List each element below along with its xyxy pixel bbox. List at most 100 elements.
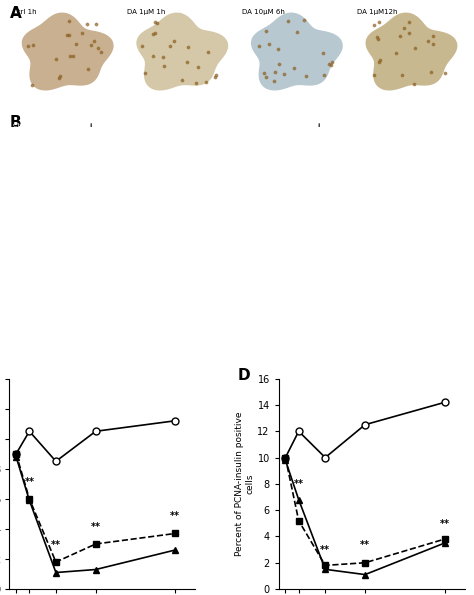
Point [67, 51, 74, 61]
Point [161, 61, 168, 71]
Point [65, 17, 73, 26]
Point [149, 30, 157, 39]
Point [29, 40, 37, 50]
Point [69, 51, 77, 60]
Point [178, 75, 185, 84]
Point [260, 68, 267, 78]
Point [212, 70, 220, 80]
Point [142, 68, 149, 77]
Point [28, 80, 36, 89]
Text: ii: ii [318, 123, 321, 129]
Point [211, 72, 219, 82]
Text: iii: iii [393, 123, 399, 129]
Text: iii: iii [165, 123, 171, 129]
Point [262, 72, 269, 82]
Point [371, 21, 378, 30]
Text: **: ** [360, 540, 370, 550]
Point [392, 49, 400, 58]
Point [327, 61, 335, 70]
Text: **: ** [24, 477, 35, 487]
Text: **: ** [320, 545, 330, 555]
Point [301, 15, 308, 25]
Point [56, 72, 64, 82]
Text: DA 1μM12h: DA 1μM12h [356, 9, 397, 15]
Point [275, 60, 283, 69]
Text: B: B [9, 115, 21, 130]
Point [160, 52, 167, 62]
Point [87, 40, 95, 50]
Point [138, 41, 146, 51]
Point [64, 30, 71, 40]
Point [441, 68, 449, 78]
Point [410, 80, 418, 89]
Text: **: ** [439, 519, 450, 528]
Point [400, 23, 407, 33]
Text: Ctrl 1h
i: Ctrl 1h i [13, 123, 34, 134]
Point [94, 44, 102, 54]
Point [149, 51, 157, 61]
Point [281, 70, 288, 79]
Point [374, 34, 382, 43]
Point [84, 64, 91, 73]
Point [405, 17, 413, 26]
Point [302, 71, 310, 81]
Text: ii: ii [89, 123, 93, 129]
Point [396, 32, 403, 41]
Text: **: ** [91, 522, 100, 532]
Point [376, 55, 384, 65]
Point [272, 67, 279, 77]
Point [83, 19, 91, 29]
Text: **: ** [294, 479, 304, 489]
Point [151, 28, 159, 37]
Point [73, 39, 80, 49]
Point [373, 33, 381, 42]
Point [424, 36, 432, 46]
Point [98, 47, 105, 57]
Point [320, 71, 328, 80]
Point [429, 39, 437, 49]
Point [262, 26, 269, 35]
Point [398, 71, 406, 80]
Point [429, 31, 437, 40]
Text: A: A [9, 6, 21, 21]
Text: DA 10μM 6h: DA 10μM 6h [242, 9, 285, 15]
Point [405, 28, 412, 37]
Polygon shape [22, 13, 113, 90]
Point [55, 73, 63, 83]
Point [271, 76, 278, 86]
Point [284, 17, 292, 26]
Point [328, 58, 336, 67]
Y-axis label: Percent of PCNA-insulin positive
cells: Percent of PCNA-insulin positive cells [235, 412, 255, 556]
Point [325, 60, 332, 69]
Point [171, 36, 178, 46]
Point [290, 64, 298, 73]
Point [154, 18, 161, 28]
Point [255, 41, 263, 51]
Polygon shape [252, 13, 342, 90]
Point [427, 67, 435, 76]
Point [194, 62, 201, 71]
Point [265, 39, 273, 49]
Point [78, 29, 86, 38]
Point [52, 54, 60, 64]
Polygon shape [137, 13, 228, 90]
Point [166, 41, 174, 51]
Text: DA 1μM 1h
i: DA 1μM 1h i [241, 123, 275, 134]
Point [375, 18, 383, 27]
Text: D: D [238, 368, 251, 383]
Text: **: ** [170, 512, 180, 521]
Point [319, 48, 327, 58]
Text: **: ** [51, 540, 61, 550]
Text: DA 1μM 1h: DA 1μM 1h [128, 9, 166, 15]
Text: Ctrl 1h: Ctrl 1h [13, 9, 36, 15]
Point [192, 78, 200, 87]
Point [151, 18, 159, 27]
Point [202, 77, 210, 86]
Point [184, 42, 191, 52]
Point [65, 30, 73, 39]
Point [92, 19, 100, 29]
Point [183, 57, 191, 67]
Point [24, 41, 32, 51]
Point [370, 71, 378, 80]
Point [204, 48, 212, 57]
